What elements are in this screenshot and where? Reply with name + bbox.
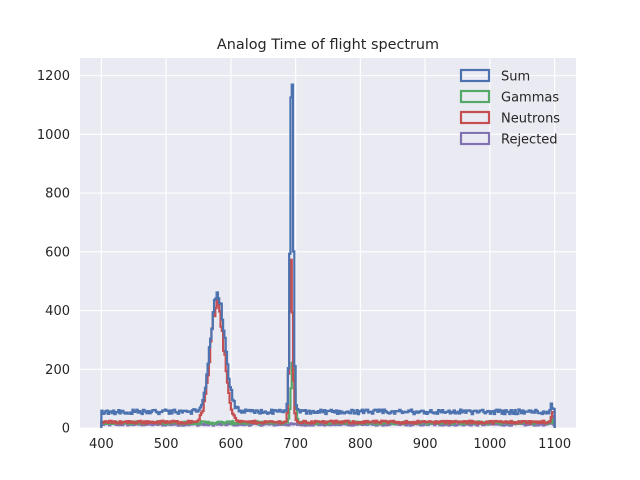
y-tick-label: 200 (45, 363, 70, 378)
x-tick-label: 900 (413, 437, 438, 452)
legend-swatch-gammas (459, 89, 491, 104)
y-tick-label: 1000 (37, 128, 70, 143)
y-tick-label: 1200 (37, 69, 70, 84)
series-neutrons (100, 258, 556, 428)
chart-title: Analog Time of flight spectrum (217, 37, 439, 53)
y-axis: 0 200 400 600 800 1000 1200 (37, 69, 70, 436)
y-tick-label: 400 (45, 304, 70, 319)
legend-swatch-rejected (459, 131, 491, 146)
x-tick-label: 400 (89, 437, 114, 452)
grid (80, 58, 576, 429)
x-tick-label: 1100 (538, 437, 571, 452)
legend-label-neutrons: Neutrons (501, 112, 560, 127)
x-tick-label: 500 (154, 437, 179, 452)
legend-label-rejected: Rejected (501, 133, 558, 148)
x-tick-label: 1000 (473, 437, 506, 452)
x-tick-label: 600 (218, 437, 243, 452)
y-tick-label: 800 (45, 187, 70, 202)
x-tick-label: 800 (348, 437, 373, 452)
y-tick-label: 0 (62, 422, 70, 437)
legend-swatch-sum (459, 68, 491, 83)
series-sum (100, 83, 556, 428)
x-tick-label: 700 (283, 437, 308, 452)
y-tick-label: 600 (45, 245, 70, 260)
plot-area (80, 58, 576, 428)
legend: Sum Gammas Neutrons Rejected (459, 68, 560, 148)
legend-label-gammas: Gammas (501, 91, 559, 106)
legend-label-sum: Sum (501, 70, 530, 85)
x-axis: 400 500 600 700 800 900 1000 1100 (89, 437, 571, 452)
legend-swatch-neutrons (459, 110, 491, 125)
series-group (100, 83, 556, 428)
